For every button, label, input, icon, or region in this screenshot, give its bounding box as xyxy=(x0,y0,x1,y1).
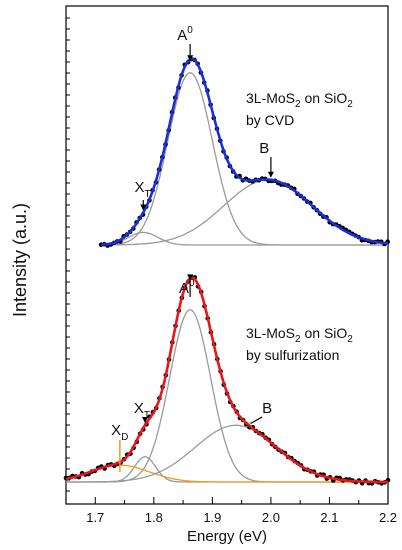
x-tick-label: 2.2 xyxy=(379,510,397,525)
peak-label-a0: A0 xyxy=(177,25,193,44)
plot-frame xyxy=(65,5,389,505)
peak-arrow-b-head xyxy=(267,171,274,178)
axis-ticks xyxy=(65,17,389,504)
top-annotation-line2: by CVD xyxy=(246,112,294,128)
component-xt-curve xyxy=(101,231,388,246)
peak-arrow-xt-head xyxy=(140,204,147,211)
x-axis-label: Energy (eV) xyxy=(187,528,267,545)
top-panel: A0 XT B 3L-MoS2 on SiO2 by CVD xyxy=(98,25,391,248)
x-tick-label: 1.7 xyxy=(86,510,104,525)
peak-label-b: B xyxy=(259,140,269,157)
peak-label-a0: A0 xyxy=(179,278,195,297)
peak-label-xt: XT xyxy=(134,179,150,200)
peak-arrow-a0-head xyxy=(187,274,194,281)
peak-label-b: B xyxy=(262,400,272,417)
bottom-annotation-line1: 3L-MoS2 on SiO2 xyxy=(246,325,353,345)
y-axis-label: Intensity (a.u.) xyxy=(10,203,30,317)
x-tick-label: 1.9 xyxy=(203,510,221,525)
peak-label-xt: XT xyxy=(134,400,150,421)
top-annotation-line1: 3L-MoS2 on SiO2 xyxy=(246,90,353,110)
bottom-panel: A0 XT XD B 3L-MoS2 on SiO2 by sulfurization xyxy=(63,274,391,486)
peak-label-xd: XD xyxy=(111,422,128,443)
peak-arrow-b xyxy=(250,416,263,425)
x-tick-labels: 1.7 1.8 1.9 2.0 2.1 2.2 xyxy=(86,510,397,525)
bottom-annotation-line2: by sulfurization xyxy=(246,347,339,363)
data-points xyxy=(63,274,391,486)
x-tick-label: 2.0 xyxy=(262,510,280,525)
peak-arrow-xt-head xyxy=(142,416,149,423)
x-tick-label: 1.8 xyxy=(145,510,163,525)
x-tick-label: 2.1 xyxy=(320,510,338,525)
data-points xyxy=(98,56,391,248)
cumulative-fit-curve xyxy=(100,57,389,246)
cumulative-fit-curve xyxy=(65,276,388,484)
peak-arrow-a0-head xyxy=(187,55,194,62)
